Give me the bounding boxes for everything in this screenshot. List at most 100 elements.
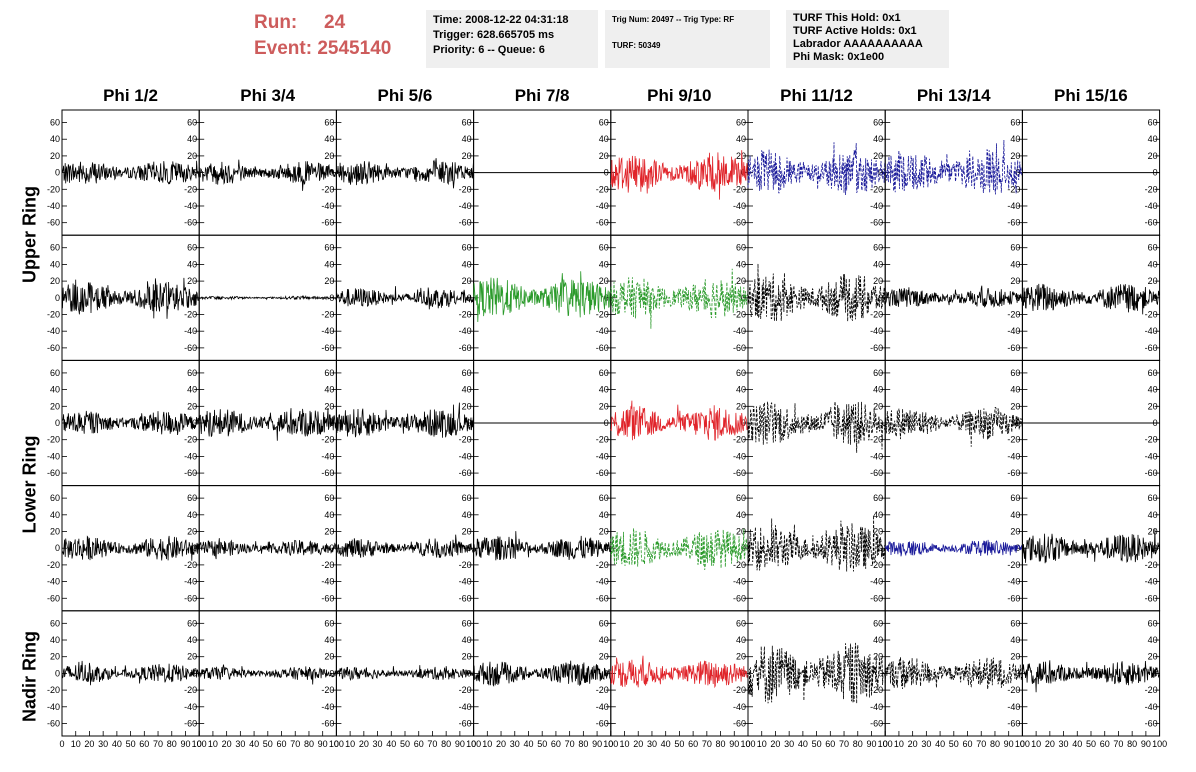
y-tick-label: 60 [187, 493, 197, 503]
waveform-trace [884, 406, 1023, 447]
x-tick-label: 30 [647, 739, 657, 749]
waveform-trace [747, 642, 886, 704]
y-tick-label: -20 [459, 435, 472, 445]
x-tick-label: 0 [1020, 739, 1025, 749]
y-tick-label: 20 [324, 401, 334, 411]
x-tick-label: 80 [167, 739, 177, 749]
y-tick-label: 0 [878, 168, 883, 178]
waveform-trace [884, 539, 1023, 557]
y-tick-label: -40 [1007, 326, 1020, 336]
y-tick-label: 20 [736, 527, 746, 537]
y-tick-label: -60 [596, 218, 609, 228]
y-tick-label: -60 [733, 218, 746, 228]
y-tick-label: -20 [733, 685, 746, 695]
y-tick-label: -60 [1007, 218, 1020, 228]
y-tick-label: -60 [459, 593, 472, 603]
y-tick-label: 40 [462, 134, 472, 144]
column-header: Phi 5/6 [377, 86, 433, 105]
y-tick-label: 40 [736, 259, 746, 269]
y-tick-label: -40 [459, 326, 472, 336]
x-tick-label: 90 [592, 739, 602, 749]
y-tick-label: -60 [870, 593, 883, 603]
y-tick-label: 0 [878, 418, 883, 428]
x-tick-label: 80 [716, 739, 726, 749]
x-tick-label: 80 [990, 739, 1000, 749]
trig-info-box: Trig Num: 20497 -- Trig Type: RF TURF: 5… [605, 10, 770, 68]
y-tick-label: 60 [50, 618, 60, 628]
x-tick-label: 10 [71, 739, 81, 749]
waveform-trace [610, 400, 749, 441]
y-tick-label: -40 [733, 201, 746, 211]
y-tick-label: 40 [187, 385, 197, 395]
y-tick-label: -20 [321, 309, 334, 319]
y-tick-label: -40 [459, 577, 472, 587]
x-tick-label: 20 [84, 739, 94, 749]
x-tick-label: 100 [603, 739, 618, 749]
x-tick-label: 70 [1113, 739, 1123, 749]
x-tick-label: 10 [482, 739, 492, 749]
waveform-trace [198, 159, 337, 191]
y-tick-label: -40 [596, 326, 609, 336]
y-tick-label: 60 [462, 243, 472, 253]
y-tick-label: -60 [321, 718, 334, 728]
y-tick-label: 60 [1010, 618, 1020, 628]
waveform-trace [473, 531, 612, 561]
waveform-trace [61, 277, 200, 319]
y-tick-label: 20 [50, 652, 60, 662]
y-tick-label: 40 [187, 635, 197, 645]
y-tick-label: -60 [596, 593, 609, 603]
y-tick-label: -40 [184, 702, 197, 712]
y-tick-label: 60 [1148, 493, 1158, 503]
waveform-trace [747, 263, 886, 322]
y-tick-label: -60 [459, 218, 472, 228]
y-tick-label: 0 [55, 168, 60, 178]
y-tick-label: 0 [55, 418, 60, 428]
y-tick-label: -60 [870, 468, 883, 478]
y-tick-label: -40 [733, 451, 746, 461]
waveform-trace [198, 407, 337, 441]
y-tick-label: -20 [733, 309, 746, 319]
y-tick-label: -40 [1145, 577, 1158, 587]
y-tick-label: -60 [1145, 343, 1158, 353]
y-tick-label: 40 [324, 510, 334, 520]
y-tick-label: -20 [1145, 184, 1158, 194]
y-tick-label: -40 [184, 451, 197, 461]
y-tick-label: 40 [736, 635, 746, 645]
panel-frame [884, 109, 1023, 236]
y-tick-label: -40 [47, 702, 60, 712]
run-label: Run: [254, 12, 298, 33]
y-tick-label: -60 [733, 468, 746, 478]
x-tick-label: 10 [1031, 739, 1041, 749]
x-tick-label: 50 [537, 739, 547, 749]
y-tick-label: -20 [47, 309, 60, 319]
x-tick-label: 20 [222, 739, 232, 749]
y-tick-label: 60 [1010, 243, 1020, 253]
y-tick-label: 60 [873, 368, 883, 378]
y-tick-label: 20 [873, 527, 883, 537]
waveform-trace [884, 285, 1023, 308]
y-tick-label: -60 [47, 218, 60, 228]
y-tick-label: -20 [1007, 309, 1020, 319]
y-tick-label: -20 [1007, 560, 1020, 570]
y-tick-label: 20 [50, 151, 60, 161]
y-tick-label: 20 [1148, 401, 1158, 411]
y-tick-label: 0 [604, 543, 609, 553]
y-tick-label: 60 [324, 118, 334, 128]
y-tick-label: 40 [187, 510, 197, 520]
y-tick-label: -60 [1145, 218, 1158, 228]
y-tick-label: -60 [184, 718, 197, 728]
x-tick-label: 0 [59, 739, 64, 749]
y-tick-label: 20 [1148, 652, 1158, 662]
x-tick-label: 30 [98, 739, 108, 749]
x-tick-label: 0 [471, 739, 476, 749]
y-tick-label: 60 [462, 493, 472, 503]
y-tick-label: -40 [870, 451, 883, 461]
y-tick-label: 0 [467, 293, 472, 303]
y-tick-label: 60 [50, 243, 60, 253]
y-tick-label: 20 [736, 151, 746, 161]
y-tick-label: -40 [1007, 201, 1020, 211]
y-tick-label: 20 [736, 652, 746, 662]
y-tick-label: -20 [184, 435, 197, 445]
turf-hold-text: TURF This Hold: 0x1 [793, 12, 901, 24]
y-tick-label: 60 [736, 493, 746, 503]
